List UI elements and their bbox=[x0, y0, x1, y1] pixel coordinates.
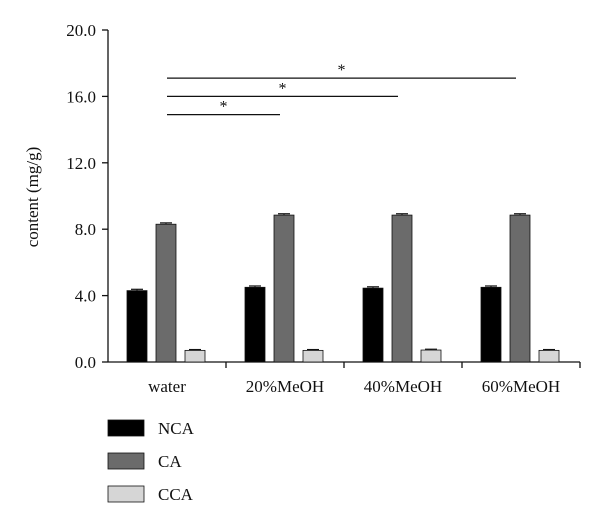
legend-swatch-nca bbox=[107, 419, 145, 437]
legend-label-ca: CA bbox=[158, 452, 182, 471]
bar-nca bbox=[126, 290, 148, 363]
legend-label-cca: CCA bbox=[158, 485, 194, 504]
y-tick-label: 20.0 bbox=[66, 21, 96, 40]
axes bbox=[107, 30, 581, 368]
x-tick-label: water bbox=[148, 377, 186, 396]
bars bbox=[126, 213, 560, 363]
bar-ca bbox=[509, 214, 531, 363]
significance-star: * bbox=[220, 99, 228, 116]
y-axis-label: content (mg/g) bbox=[23, 147, 42, 248]
significance-brackets: * * * bbox=[167, 62, 516, 116]
y-tick-label: 4.0 bbox=[75, 287, 96, 306]
bar-ca bbox=[391, 214, 413, 363]
significance-star: * bbox=[338, 62, 346, 79]
legend-swatch-ca bbox=[107, 452, 145, 470]
bar-ca bbox=[155, 223, 177, 363]
legend-label-nca: NCA bbox=[158, 419, 195, 438]
legend: NCA CA CCA bbox=[107, 419, 195, 504]
bar-cca bbox=[538, 349, 560, 363]
y-tick-label: 0.0 bbox=[75, 353, 96, 372]
bar-cca bbox=[420, 349, 442, 363]
bar-nca bbox=[480, 286, 502, 363]
y-tick-label: 16.0 bbox=[66, 87, 96, 106]
bar-nca bbox=[244, 286, 266, 363]
bar-cca bbox=[302, 349, 324, 363]
y-ticks: 0.0 4.0 8.0 12.0 16.0 20.0 bbox=[66, 21, 108, 372]
y-tick-label: 8.0 bbox=[75, 220, 96, 239]
x-tick-labels: water 20%MeOH 40%MeOH 60%MeOH bbox=[148, 377, 560, 396]
x-tick-label: 20%MeOH bbox=[246, 377, 324, 396]
significance-star: * bbox=[279, 80, 287, 97]
legend-swatch-cca bbox=[107, 485, 145, 503]
x-tick-label: 60%MeOH bbox=[482, 377, 560, 396]
bar-cca bbox=[184, 349, 206, 363]
y-tick-label: 12.0 bbox=[66, 154, 96, 173]
x-tick-label: 40%MeOH bbox=[364, 377, 442, 396]
bar-nca bbox=[362, 287, 384, 363]
bar-ca bbox=[273, 214, 295, 363]
